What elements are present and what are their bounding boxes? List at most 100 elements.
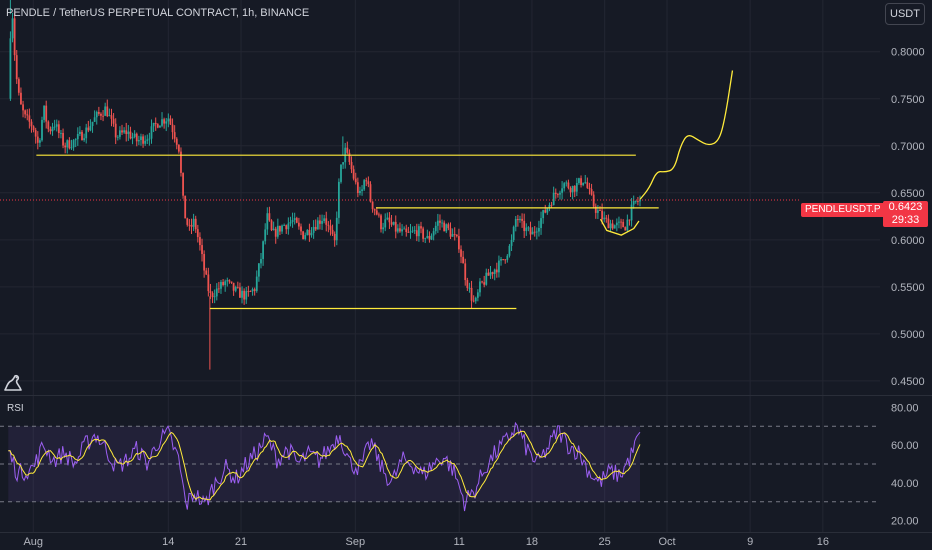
candle — [512, 225, 515, 243]
candle-body — [199, 237, 201, 246]
candle — [47, 120, 50, 133]
candle — [424, 237, 427, 244]
candle-body — [112, 118, 115, 124]
candle-body — [409, 231, 412, 233]
candle — [458, 228, 460, 253]
candle — [407, 226, 410, 233]
candle — [140, 133, 142, 146]
candle-body — [253, 289, 256, 291]
candle-body — [441, 222, 443, 224]
candle-body — [615, 222, 618, 226]
candle-body — [601, 210, 603, 220]
candle-body — [546, 208, 549, 213]
candle-body — [365, 180, 368, 182]
candle-body — [184, 195, 187, 219]
candle — [451, 228, 454, 237]
candle-body — [217, 288, 220, 290]
candle-body — [169, 118, 172, 125]
candle — [365, 177, 368, 187]
candle — [394, 215, 397, 239]
candle-body — [394, 221, 397, 232]
candle — [474, 296, 477, 304]
candle-body — [605, 217, 608, 219]
candle-body — [72, 140, 75, 148]
candle — [337, 178, 340, 224]
candle-body — [319, 220, 321, 224]
candle-body — [390, 222, 393, 225]
candle — [243, 288, 246, 305]
candle-body — [474, 297, 477, 302]
candle-body — [350, 161, 353, 170]
candle-body — [380, 215, 382, 230]
candle-body — [599, 210, 601, 211]
candle — [279, 225, 281, 236]
candle-body — [41, 119, 43, 141]
candle-body — [144, 140, 147, 144]
candle-body — [62, 132, 64, 146]
price-axis-label: 0.4500 — [891, 376, 925, 388]
candle — [97, 106, 100, 116]
candle — [262, 240, 264, 266]
candle — [276, 218, 279, 239]
candle — [312, 220, 315, 239]
candle-body — [401, 229, 403, 232]
candle — [112, 113, 115, 127]
candle — [55, 119, 58, 132]
candle — [15, 50, 18, 84]
candle-body — [466, 280, 469, 288]
candle-body — [201, 245, 203, 255]
candle — [455, 234, 458, 238]
candle-body — [388, 217, 391, 223]
candle — [413, 226, 416, 234]
candle — [57, 120, 60, 139]
candle — [462, 250, 465, 264]
candle-body — [68, 140, 71, 149]
candle-body — [30, 121, 33, 127]
candle — [28, 108, 31, 129]
candle — [565, 180, 568, 187]
candle-body — [460, 249, 462, 257]
time-axis-label: 25 — [599, 536, 611, 548]
candle-body — [472, 300, 475, 302]
candle-body — [93, 117, 96, 122]
candle-body — [255, 276, 258, 291]
candle — [289, 216, 292, 227]
candle — [236, 281, 239, 289]
candle — [405, 224, 408, 237]
time-axis-label: 14 — [162, 536, 174, 548]
candle — [9, 31, 12, 101]
candle-body — [420, 226, 422, 229]
candle-body — [34, 130, 37, 137]
candle-body — [359, 191, 361, 194]
currency-button[interactable]: USDT — [885, 3, 925, 25]
candle-body — [314, 226, 317, 230]
candle — [13, 12, 16, 61]
candle — [356, 177, 359, 198]
candle-body — [20, 92, 22, 105]
candle — [321, 214, 323, 230]
candle — [420, 221, 422, 234]
candle-body — [498, 260, 500, 273]
candle-body — [137, 140, 140, 142]
candle-body — [624, 227, 627, 231]
candle — [588, 182, 591, 195]
rsi-indicator-label[interactable]: RSI — [7, 403, 24, 414]
candle-body — [17, 79, 20, 93]
candle-body — [283, 225, 286, 227]
candle-body — [354, 178, 357, 183]
rsi-moving-average-line — [8, 430, 641, 501]
price-axis-label: 0.6500 — [891, 188, 925, 200]
candle — [268, 206, 271, 222]
candle-body — [502, 259, 505, 260]
candle-body — [131, 136, 134, 139]
tradingview-logo-icon[interactable] — [2, 371, 24, 393]
candle-body — [64, 145, 67, 148]
candle — [367, 176, 370, 188]
candle — [64, 142, 67, 154]
candle — [523, 213, 526, 238]
candle — [180, 147, 182, 177]
candle-body — [443, 222, 446, 232]
candle-body — [51, 126, 54, 132]
candle-body — [575, 183, 578, 192]
